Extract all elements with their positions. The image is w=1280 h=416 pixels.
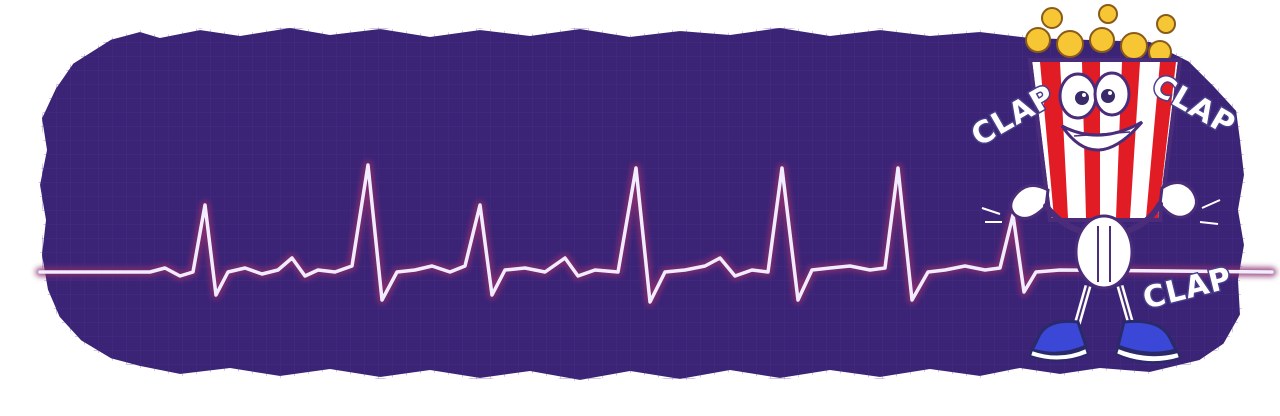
popcorn-kernels (1025, 4, 1176, 64)
clap-motion-lines (981, 199, 1221, 225)
heartbeat-line (35, 160, 1277, 307)
clapping-hands (1009, 181, 1198, 290)
mascot-legs (1028, 285, 1182, 364)
heartbeat-line-core (38, 163, 1274, 304)
right-shoe (1116, 319, 1179, 355)
mascot-face (1058, 71, 1144, 152)
